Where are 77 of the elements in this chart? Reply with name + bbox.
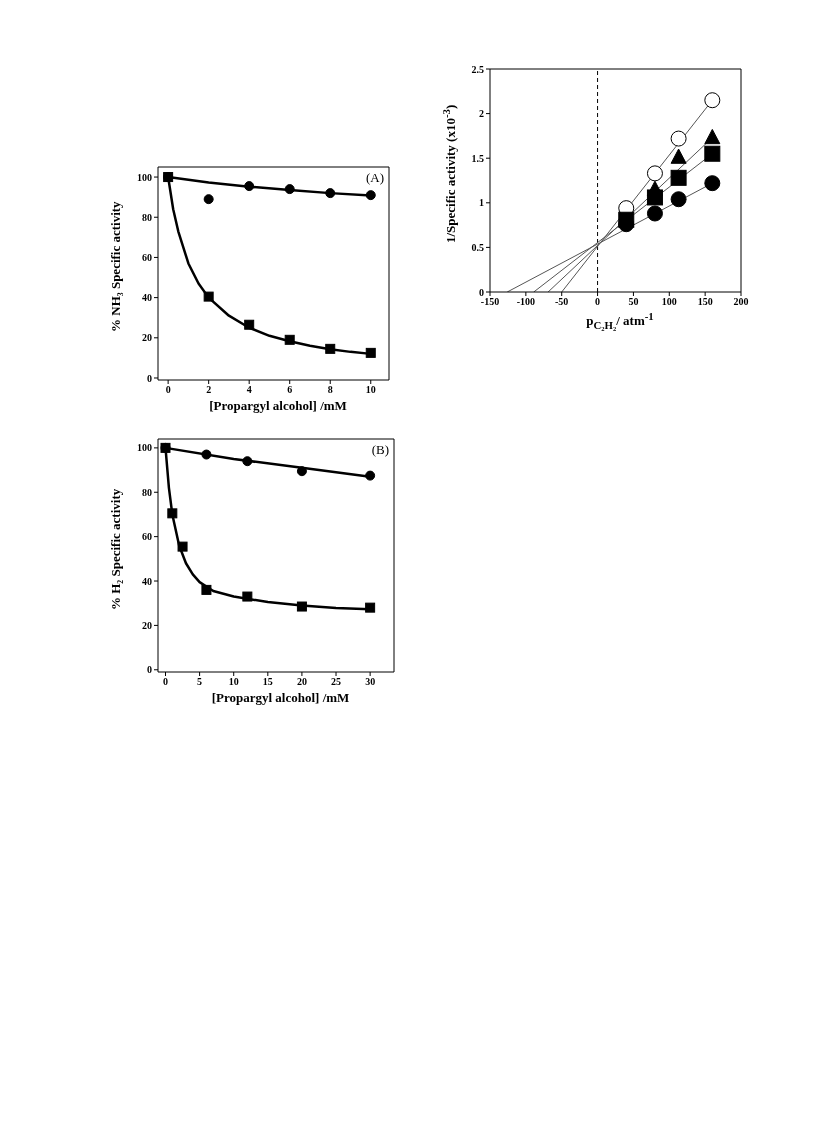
- y-tick-label: 40: [142, 575, 152, 587]
- y-tick-label: 20: [142, 619, 152, 631]
- x-tick-label: 8: [327, 384, 333, 396]
- point: [704, 145, 721, 162]
- y-tick-label: 2: [479, 108, 484, 120]
- y-tick-label: 60: [142, 531, 152, 543]
- x-axis-title: p$_{C₂H₂}$/ atm$^{-1}$: [585, 310, 655, 331]
- x-tick-label: 10: [365, 384, 376, 396]
- x-tick-label: 20: [296, 676, 307, 688]
- point: [244, 181, 255, 192]
- y-tick-label: 0.5: [471, 241, 484, 253]
- x-tick-label: 2: [206, 384, 212, 396]
- y-tick-label: 20: [142, 332, 152, 344]
- point: [670, 191, 687, 208]
- point: [365, 602, 376, 613]
- x-axis-title: [Propargyl alcohol] /mM: [208, 398, 348, 414]
- x-tick-label: 0: [165, 384, 171, 396]
- point: [242, 456, 253, 467]
- x-tick-label: 0: [595, 296, 601, 308]
- y-tick-label: 0: [479, 286, 484, 298]
- x-axis-title: [Propargyl alcohol] /mM: [210, 690, 351, 706]
- y-axis-title: % NH₃ Specific activity: [108, 200, 124, 335]
- point: [646, 205, 663, 222]
- point: [284, 334, 295, 345]
- point: [203, 194, 214, 205]
- x-tick-label: -100: [516, 296, 536, 308]
- point: [244, 319, 255, 330]
- x-tick-label: 200: [733, 296, 749, 308]
- x-tick-label: 10: [228, 676, 239, 688]
- x-tick-label: 150: [697, 296, 713, 308]
- point: [365, 190, 376, 201]
- y-tick-label: 1: [479, 197, 484, 209]
- x-tick-label: 100: [661, 296, 677, 308]
- point: [284, 184, 295, 195]
- x-tick-label: 6: [287, 384, 293, 396]
- point: [365, 470, 376, 481]
- y-tick-label: 60: [142, 251, 152, 263]
- point: [201, 584, 212, 595]
- point: [177, 541, 188, 552]
- x-tick-label: 50: [628, 296, 639, 308]
- x-tick-label: -50: [555, 296, 569, 308]
- y-tick-label: 0: [147, 372, 152, 384]
- point: [646, 165, 663, 182]
- y-tick-label: 80: [142, 211, 152, 223]
- y-tick-label: 2.5: [471, 63, 484, 75]
- point: [670, 148, 687, 164]
- point: [704, 128, 721, 145]
- annotation: (B): [371, 442, 389, 458]
- y-tick-label: 100: [137, 171, 152, 183]
- y-tick-label: 1.5: [471, 152, 484, 164]
- point: [670, 130, 687, 147]
- point: [704, 175, 721, 192]
- x-tick-label: 0: [163, 676, 168, 688]
- y-tick-label: 0: [147, 664, 152, 676]
- point: [167, 508, 178, 519]
- point: [646, 189, 663, 206]
- point: [365, 347, 376, 358]
- x-tick-label: 5: [197, 676, 203, 688]
- point: [325, 343, 336, 354]
- point: [201, 449, 212, 460]
- point: [242, 591, 253, 602]
- y-tick-label: 40: [142, 292, 152, 304]
- point: [296, 466, 307, 477]
- x-tick-label: 30: [365, 676, 376, 688]
- x-tick-label: 4: [246, 384, 252, 396]
- point: [296, 601, 307, 612]
- y-axis-title: % H₂ Specific activity: [108, 487, 124, 612]
- x-tick-label: -150: [480, 296, 500, 308]
- point: [325, 188, 336, 199]
- annotation: (A): [365, 170, 384, 186]
- x-tick-label: 25: [331, 676, 342, 688]
- y-tick-label: 100: [137, 442, 152, 454]
- point: [670, 169, 687, 186]
- point: [704, 92, 721, 109]
- y-tick-label: 80: [142, 486, 152, 498]
- x-tick-label: 15: [262, 676, 273, 688]
- point: [203, 291, 214, 302]
